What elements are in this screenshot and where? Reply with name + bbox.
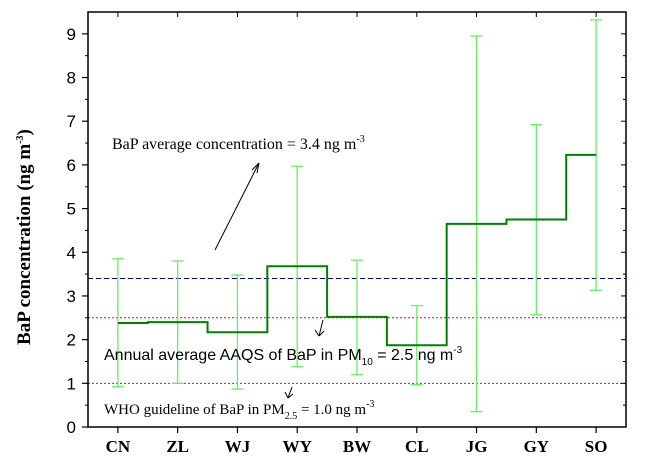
annotation-who-text: WHO guideline of BaP in PM2.5 = 1.0 ng m… xyxy=(104,399,374,422)
x-tick-label-cn: CN xyxy=(106,437,131,456)
x-tick-label-jg: JG xyxy=(466,437,488,456)
y-tick-label-0: 0 xyxy=(67,418,76,437)
annotation-average-text: BaP average concentration = 3.4 ng m-3 xyxy=(112,134,365,153)
x-tick-label-bw: BW xyxy=(343,437,371,456)
series-step-line xyxy=(117,153,597,347)
y-tick-label-3: 3 xyxy=(67,287,76,306)
y-tick-label-1: 1 xyxy=(67,374,76,393)
x-tick-label-cl: CL xyxy=(405,437,429,456)
y-tick-label-5: 5 xyxy=(67,200,76,219)
x-tick-label-so: SO xyxy=(585,437,608,456)
annotation-who: WHO guideline of BaP in PM2.5 = 1.0 ng m… xyxy=(104,386,374,422)
x-axis-ticks: CN ZL WJ WY BW CL JG GY SO xyxy=(106,12,608,456)
annotation-aaqs-text: Annual average AAQS of BaP in PM10 = 2.5… xyxy=(104,345,463,368)
x-tick-label-zl: ZL xyxy=(166,437,189,456)
y-axis-label: BaP concentration (ng m-3) xyxy=(14,129,35,345)
y-tick-label-6: 6 xyxy=(67,156,76,175)
annotation-average-arrowhead xyxy=(251,162,260,174)
annotation-average: BaP average concentration = 3.4 ng m-3 xyxy=(112,134,365,251)
y-tick-label-8: 8 xyxy=(67,69,76,88)
x-tick-label-wj: WJ xyxy=(225,437,251,456)
annotation-who-arrow xyxy=(284,386,294,399)
annotation-average-arrow xyxy=(214,162,260,251)
annotation-aaqs: Annual average AAQS of BaP in PM10 = 2.5… xyxy=(104,319,463,368)
y-tick-label-7: 7 xyxy=(67,112,76,131)
y-axis-ticks: 0 1 2 3 4 5 6 7 8 9 xyxy=(67,25,626,437)
x-tick-label-wy: WY xyxy=(283,437,312,456)
y-tick-label-4: 4 xyxy=(67,243,76,262)
y-tick-label-9: 9 xyxy=(67,25,76,44)
x-tick-label-gy: GY xyxy=(524,437,550,456)
y-tick-label-2: 2 xyxy=(67,331,76,350)
annotation-aaqs-arrow xyxy=(314,319,325,337)
